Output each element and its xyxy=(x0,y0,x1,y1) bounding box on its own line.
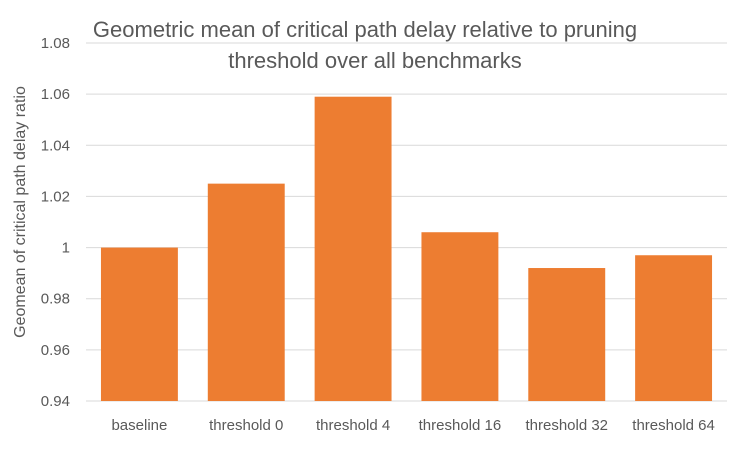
y-axis-ticks: 0.94 0.96 0.98 1 1.02 1.04 1.06 1.08 xyxy=(41,35,70,410)
bar-threshold-16 xyxy=(421,232,499,401)
bar-threshold-4 xyxy=(314,96,392,401)
y-tick-label: 0.96 xyxy=(41,342,70,359)
y-tick-label: 0.98 xyxy=(41,291,70,308)
bar-threshold-64 xyxy=(635,255,713,401)
bar-threshold-0 xyxy=(207,183,285,401)
x-tick-label: baseline xyxy=(111,417,167,434)
y-tick-label: 1.06 xyxy=(41,86,70,103)
gridlines xyxy=(86,42,727,402)
x-tick-label: threshold 0 xyxy=(209,417,283,434)
y-tick-label: 0.94 xyxy=(41,393,70,410)
bar-baseline xyxy=(100,247,178,401)
bars xyxy=(100,96,713,401)
y-tick-label: 1.04 xyxy=(41,137,70,154)
x-axis-ticks: baseline threshold 0 threshold 4 threshold … xyxy=(111,417,714,434)
y-tick-label: 1 xyxy=(62,240,70,257)
bar-threshold-32 xyxy=(528,268,606,401)
chart-title-line-2: threshold over all benchmarks xyxy=(228,48,522,73)
x-tick-label: threshold 32 xyxy=(525,417,608,434)
x-tick-label: threshold 4 xyxy=(316,417,390,434)
y-tick-label: 1.08 xyxy=(41,35,70,52)
y-tick-label: 1.02 xyxy=(41,188,70,205)
chart-title-line-1: Geometric mean of critical path delay re… xyxy=(92,17,638,42)
x-tick-label: threshold 16 xyxy=(419,417,502,434)
x-tick-label: threshold 64 xyxy=(632,417,715,434)
